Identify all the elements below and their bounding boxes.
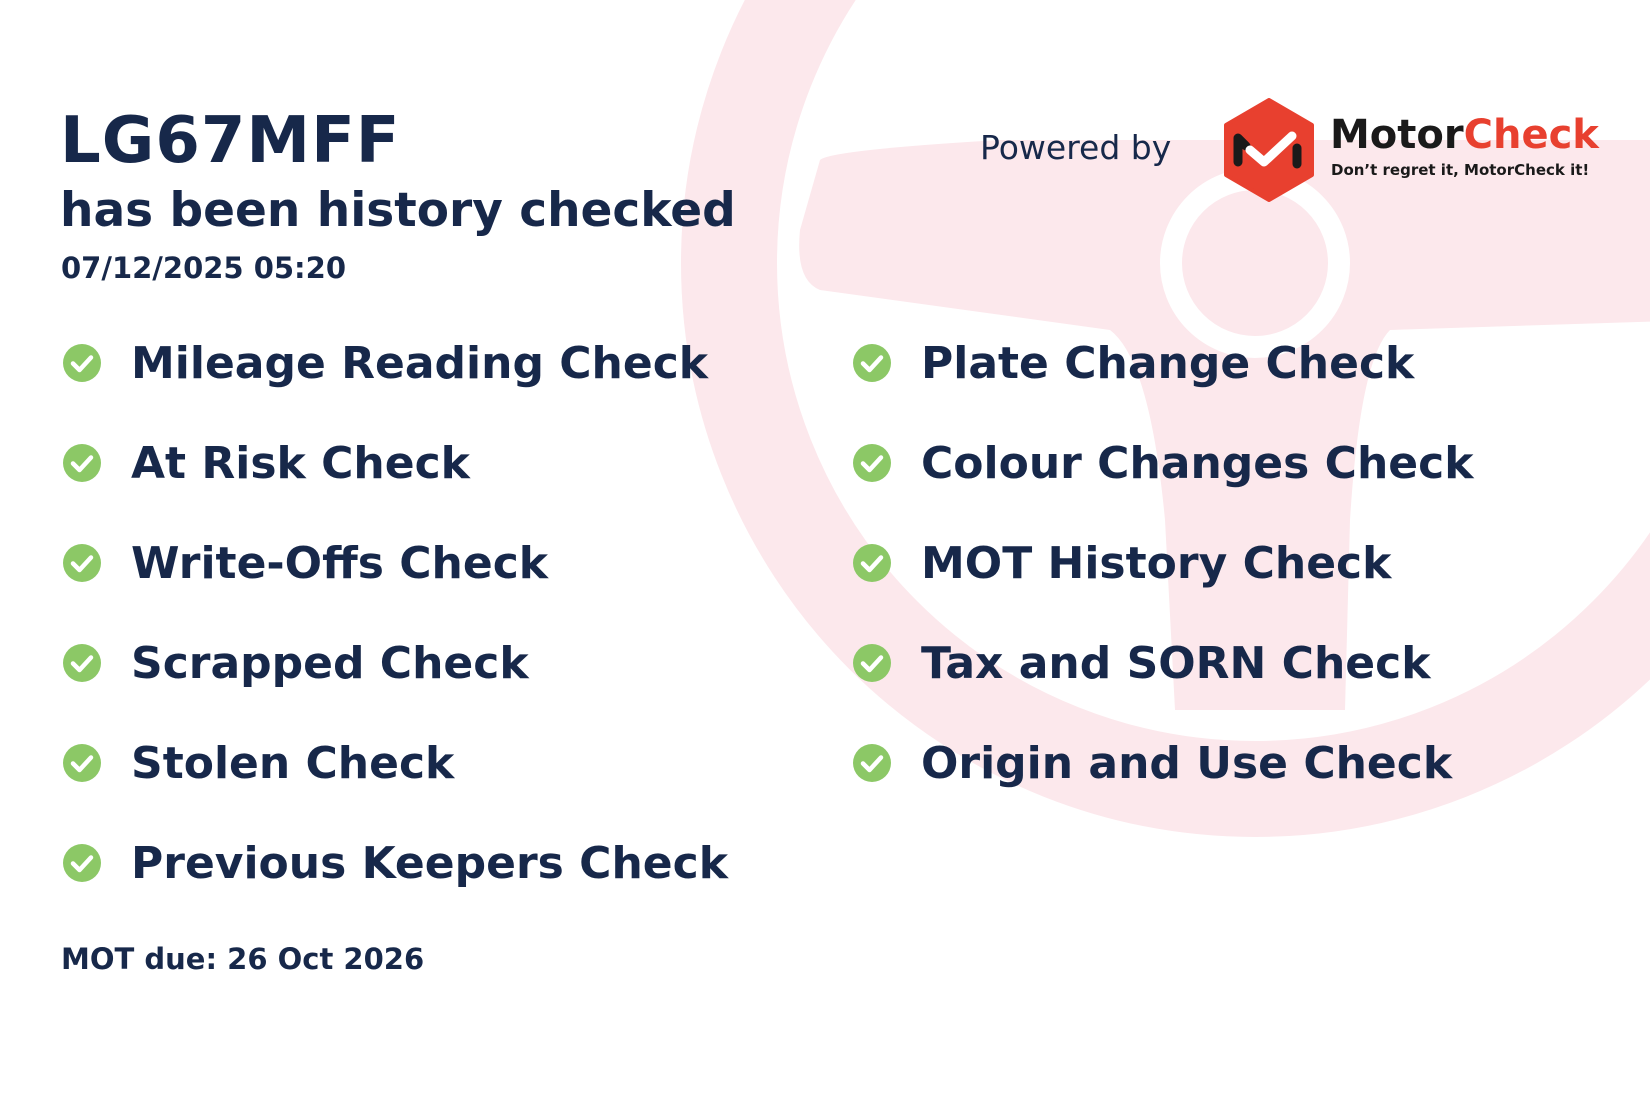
check-circle-icon bbox=[63, 644, 101, 682]
check-item: Plate Change Check bbox=[852, 333, 1414, 393]
check-item: Scrapped Check bbox=[62, 633, 529, 693]
check-label: Scrapped Check bbox=[131, 637, 529, 689]
check-item: Origin and Use Check bbox=[852, 733, 1452, 793]
brand-tagline: Don’t regret it, MotorCheck it! bbox=[1331, 161, 1590, 179]
mot-due: MOT due: 26 Oct 2026 bbox=[61, 942, 425, 976]
powered-by-label: Powered by bbox=[980, 128, 1172, 167]
check-circle-icon bbox=[853, 744, 891, 782]
brand-name-part1: Motor bbox=[1330, 112, 1464, 158]
check-circle-icon bbox=[63, 744, 101, 782]
check-circle-icon bbox=[853, 444, 891, 482]
checked-date: 07/12/2025 05:20 bbox=[61, 251, 347, 285]
check-label: MOT History Check bbox=[921, 537, 1392, 589]
subtitle: has been history checked bbox=[60, 183, 736, 238]
brand-name-part2: Check bbox=[1463, 112, 1599, 158]
check-item: Stolen Check bbox=[62, 733, 454, 793]
check-label: Origin and Use Check bbox=[921, 737, 1453, 789]
check-circle-icon bbox=[63, 844, 101, 882]
check-circle-icon bbox=[63, 544, 101, 582]
check-label: Previous Keepers Check bbox=[131, 837, 728, 889]
check-label: Plate Change Check bbox=[921, 337, 1415, 389]
check-item: MOT History Check bbox=[852, 533, 1391, 593]
check-item: Mileage Reading Check bbox=[62, 333, 708, 393]
check-circle-icon bbox=[63, 444, 101, 482]
check-item: Write-Offs Check bbox=[62, 533, 548, 593]
check-label: Mileage Reading Check bbox=[131, 337, 709, 389]
check-circle-icon bbox=[853, 344, 891, 382]
check-item: At Risk Check bbox=[62, 433, 470, 493]
check-circle-icon bbox=[853, 544, 891, 582]
motorcheck-logo-icon bbox=[1224, 98, 1314, 202]
check-label: Colour Changes Check bbox=[921, 437, 1474, 489]
check-item: Colour Changes Check bbox=[852, 433, 1473, 493]
brand-name: MotorCheck bbox=[1330, 112, 1599, 158]
check-circle-icon bbox=[63, 344, 101, 382]
check-circle-icon bbox=[853, 644, 891, 682]
check-label: At Risk Check bbox=[131, 437, 470, 489]
registration-plate: LG67MFF bbox=[60, 104, 401, 178]
check-label: Tax and SORN Check bbox=[921, 637, 1431, 689]
check-label: Stolen Check bbox=[131, 737, 455, 789]
check-item: Previous Keepers Check bbox=[62, 833, 728, 893]
check-item: Tax and SORN Check bbox=[852, 633, 1430, 693]
check-label: Write-Offs Check bbox=[131, 537, 549, 589]
